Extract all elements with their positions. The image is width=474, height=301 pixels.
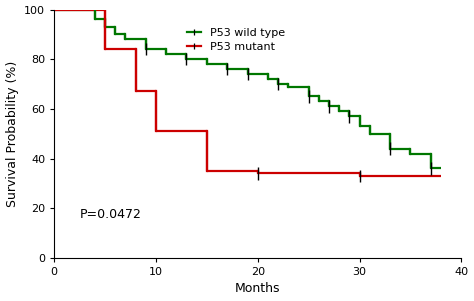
Legend: P53 wild type, P53 mutant: P53 wild type, P53 mutant [187,27,285,52]
Text: P=0.0472: P=0.0472 [80,208,141,221]
Y-axis label: Survival Probability (%): Survival Probability (%) [6,61,18,207]
X-axis label: Months: Months [235,282,281,296]
